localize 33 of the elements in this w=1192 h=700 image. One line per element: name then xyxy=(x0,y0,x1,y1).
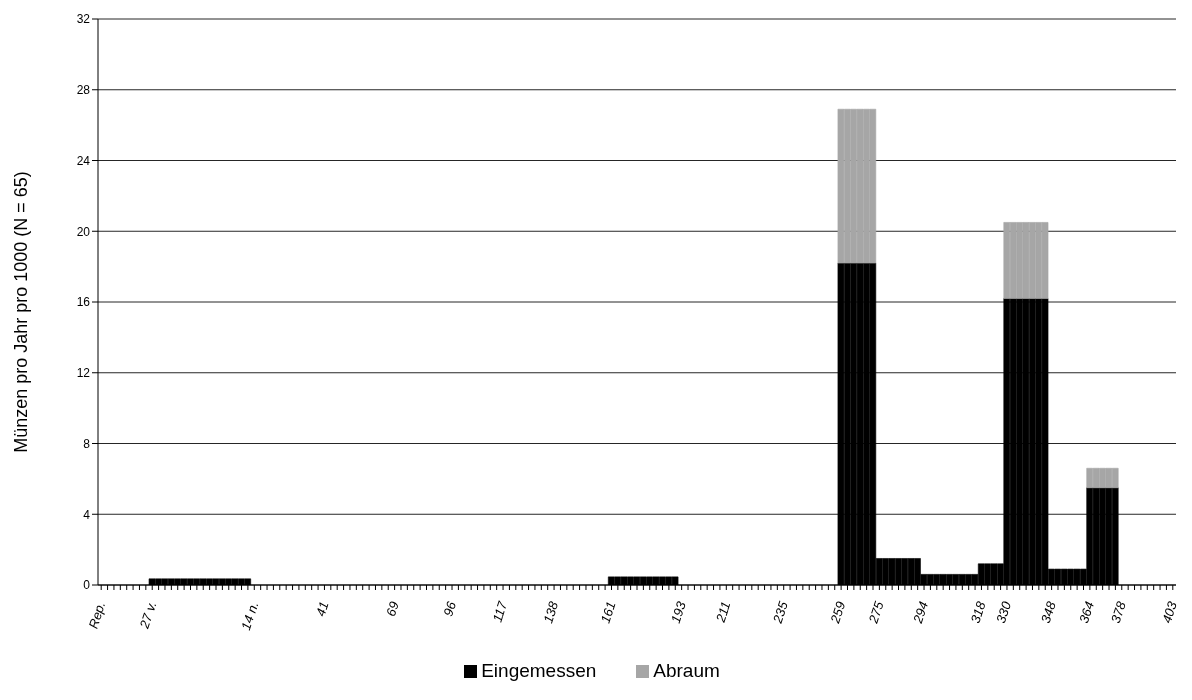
x-tick-label: 403 xyxy=(1158,598,1181,625)
x-tick-label: 364 xyxy=(1076,599,1098,625)
x-tick-label: 14 n. xyxy=(238,599,262,632)
x-tick-label: 275 xyxy=(865,598,887,626)
x-tick-label: 193 xyxy=(667,598,690,625)
x-tick-label: 348 xyxy=(1037,598,1059,625)
x-tick-label: 27 v. xyxy=(136,599,160,632)
y-tick-label: 24 xyxy=(76,153,91,168)
x-tick-label: 318 xyxy=(967,598,989,625)
x-tick-label: 117 xyxy=(489,598,511,625)
x-tick-label: 161 xyxy=(597,599,619,625)
y-tick-label: 28 xyxy=(76,83,91,98)
x-tick-label: 259 xyxy=(826,599,849,626)
y-axis-title: Münzen pro Jahr pro 1000 (N = 65) xyxy=(11,171,32,453)
y-tick-label: 4 xyxy=(83,507,91,522)
x-tick-label: 235 xyxy=(769,598,792,626)
x-tick-label: 138 xyxy=(540,598,562,625)
x-tick-label: 96 xyxy=(440,598,460,619)
y-tick-label: 8 xyxy=(83,436,91,451)
legend-label: Abraum xyxy=(653,660,720,681)
x-tick-label: 41 xyxy=(312,599,332,619)
y-tick-label: 12 xyxy=(76,366,91,381)
y-tick-label: 16 xyxy=(76,295,91,310)
x-tick-label: 294 xyxy=(909,599,932,626)
y-tick-label: 32 xyxy=(76,12,91,27)
x-tick-label: 211 xyxy=(712,599,734,625)
legend-label: Eingemessen xyxy=(481,660,597,681)
x-tick-label: Rep. xyxy=(85,599,109,631)
y-tick-label: 20 xyxy=(76,224,91,239)
x-tick-label: 69 xyxy=(383,599,402,619)
x-tick-label: 378 xyxy=(1107,598,1130,625)
y-tick-label: 0 xyxy=(83,578,91,593)
x-tick-label: 330 xyxy=(993,598,1015,625)
